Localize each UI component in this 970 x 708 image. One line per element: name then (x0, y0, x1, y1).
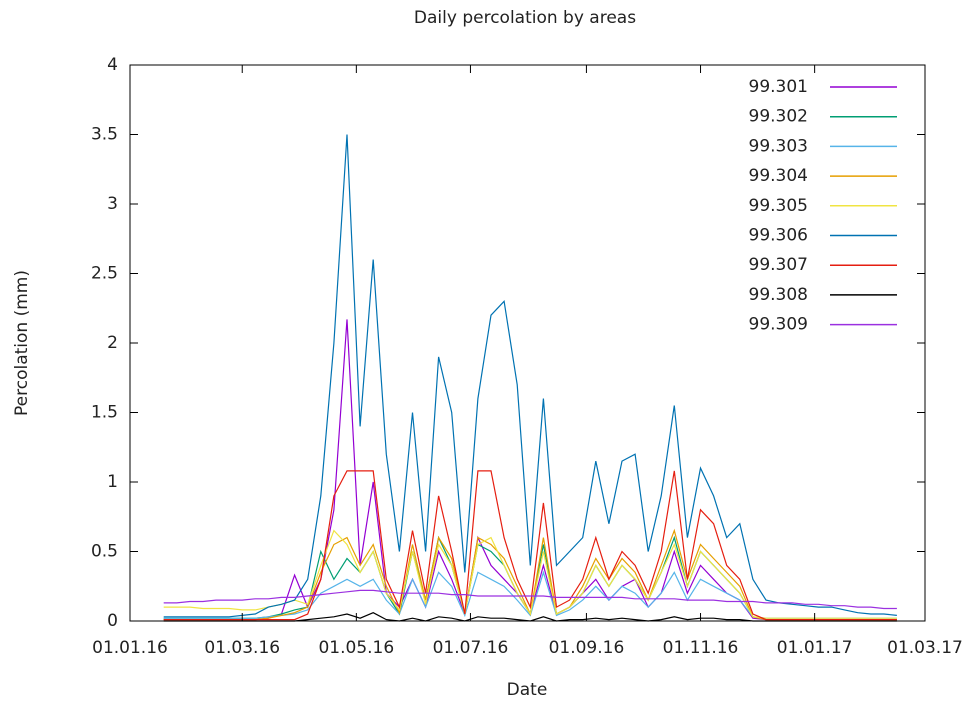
series-line (163, 134, 897, 618)
y-tick-label: 1.5 (91, 403, 118, 423)
y-tick-label: 1 (107, 472, 118, 492)
y-tick-label: 0 (107, 611, 118, 631)
x-tick-label: 01.09.16 (549, 638, 625, 658)
legend-label: 99.308 (749, 285, 808, 305)
y-tick-label: 4 (107, 55, 118, 75)
y-tick-label: 3.5 (91, 125, 118, 145)
y-tick-label: 0.5 (91, 542, 118, 562)
x-tick-label: 01.01.16 (92, 638, 168, 658)
legend-label: 99.302 (749, 107, 808, 127)
series-line (163, 589, 897, 610)
x-tick-label: 01.03.17 (887, 638, 963, 658)
series-line (163, 319, 897, 621)
y-tick-label: 2.5 (91, 264, 118, 284)
series-layer (163, 134, 897, 622)
legend-label: 99.304 (749, 166, 808, 186)
legend-label: 99.305 (749, 196, 808, 216)
y-tick-label: 3 (107, 194, 118, 214)
legend-label: 99.307 (749, 255, 808, 275)
x-tick-label: 01.07.16 (433, 638, 509, 658)
x-tick-label: 01.03.16 (204, 638, 280, 658)
legend-label: 99.309 (749, 315, 808, 335)
x-tick-label: 01.01.17 (777, 638, 853, 658)
legend-label: 99.301 (749, 77, 808, 97)
y-axis-label: Percolation (mm) (12, 270, 32, 416)
legend-label: 99.306 (749, 226, 808, 246)
legend-label: 99.303 (749, 136, 808, 156)
x-axis-label: Date (507, 680, 548, 700)
x-tick-label: 01.05.16 (318, 638, 394, 658)
chart-title: Daily percolation by areas (414, 8, 636, 28)
series-line (163, 470, 897, 621)
x-tick-label: 01.11.16 (663, 638, 739, 658)
y-tick-label: 2 (107, 333, 118, 353)
